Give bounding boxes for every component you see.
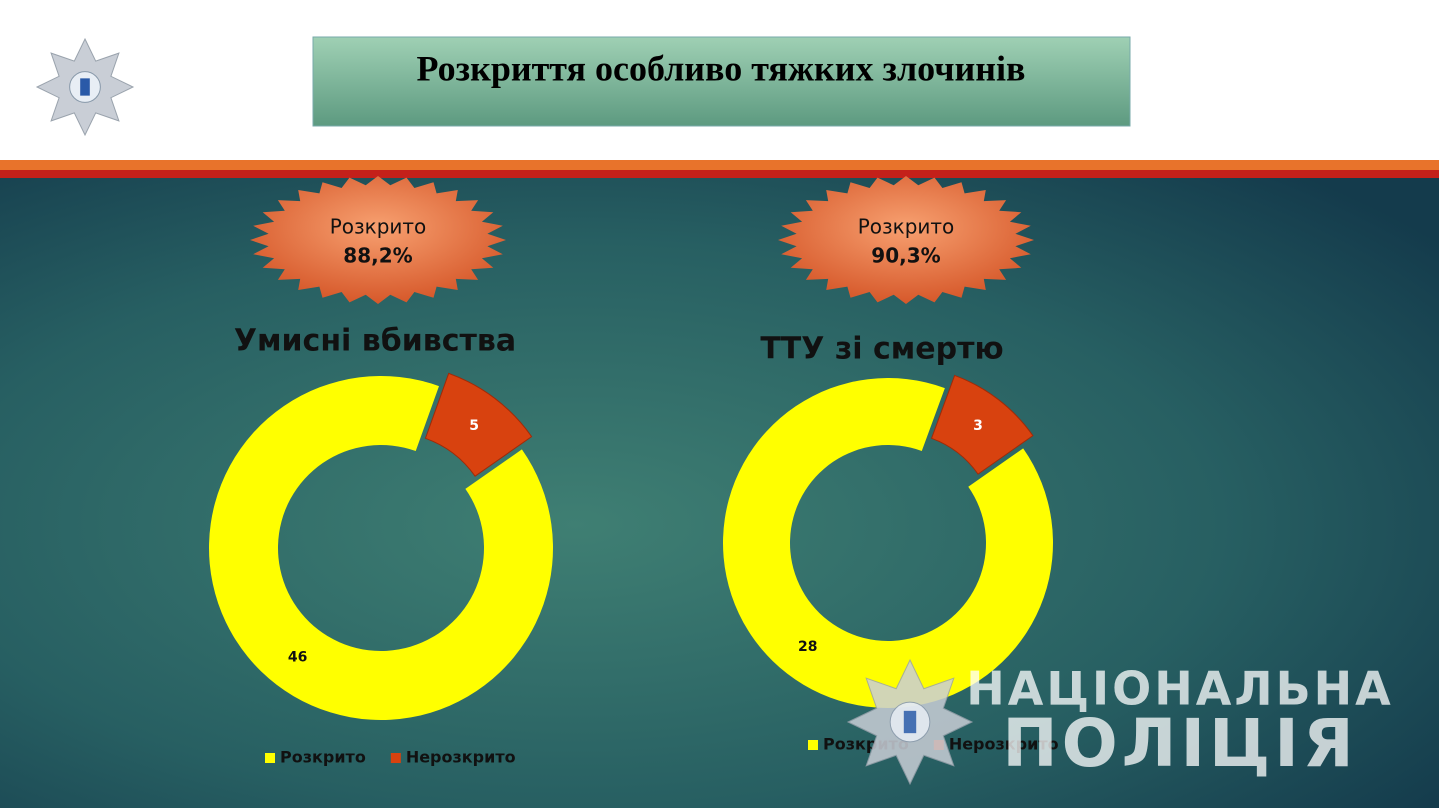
donut-segment	[723, 378, 1054, 708]
legend-label: Нерозкрито	[949, 735, 1059, 754]
data-label: 5	[469, 418, 479, 434]
donut-segment	[930, 374, 1034, 475]
trident	[903, 710, 917, 734]
stripe	[0, 170, 1439, 178]
badge-value: 88,2%	[343, 244, 412, 268]
badge-label: Розкрито	[330, 215, 427, 239]
watermark: ПОЛІЦІЯ	[1002, 705, 1357, 782]
donut-segment	[424, 372, 533, 477]
donut-segment	[209, 375, 553, 720]
badge-value: 90,3%	[871, 244, 940, 268]
data-label: 3	[973, 418, 983, 434]
title-box	[312, 36, 1131, 127]
slide-title: Розкриття особливо тяжких злочинів	[417, 48, 1026, 88]
chart-title: Умисні вбивства	[234, 324, 516, 359]
legend-swatch	[265, 753, 275, 763]
data-label: 28	[798, 639, 817, 655]
badge	[778, 176, 1034, 304]
legend-label: Нерозкрито	[406, 748, 516, 767]
legend-swatch	[808, 740, 818, 750]
chart-title: ТТУ зі смертю	[760, 332, 1003, 367]
badge	[250, 176, 506, 304]
data-label: 46	[288, 649, 307, 665]
logo	[35, 37, 135, 137]
content: Розкрито 88,2% Розкрито 90,3% Умисні вбивств…	[209, 176, 1059, 786]
legend-label: Розкрито	[280, 748, 366, 767]
legend-swatch	[390, 753, 401, 763]
badge-label: Розкрито	[858, 215, 955, 239]
trident	[80, 78, 90, 96]
stripe	[0, 160, 1439, 170]
watermark: НАЦІОНАЛЬНА	[966, 662, 1393, 716]
